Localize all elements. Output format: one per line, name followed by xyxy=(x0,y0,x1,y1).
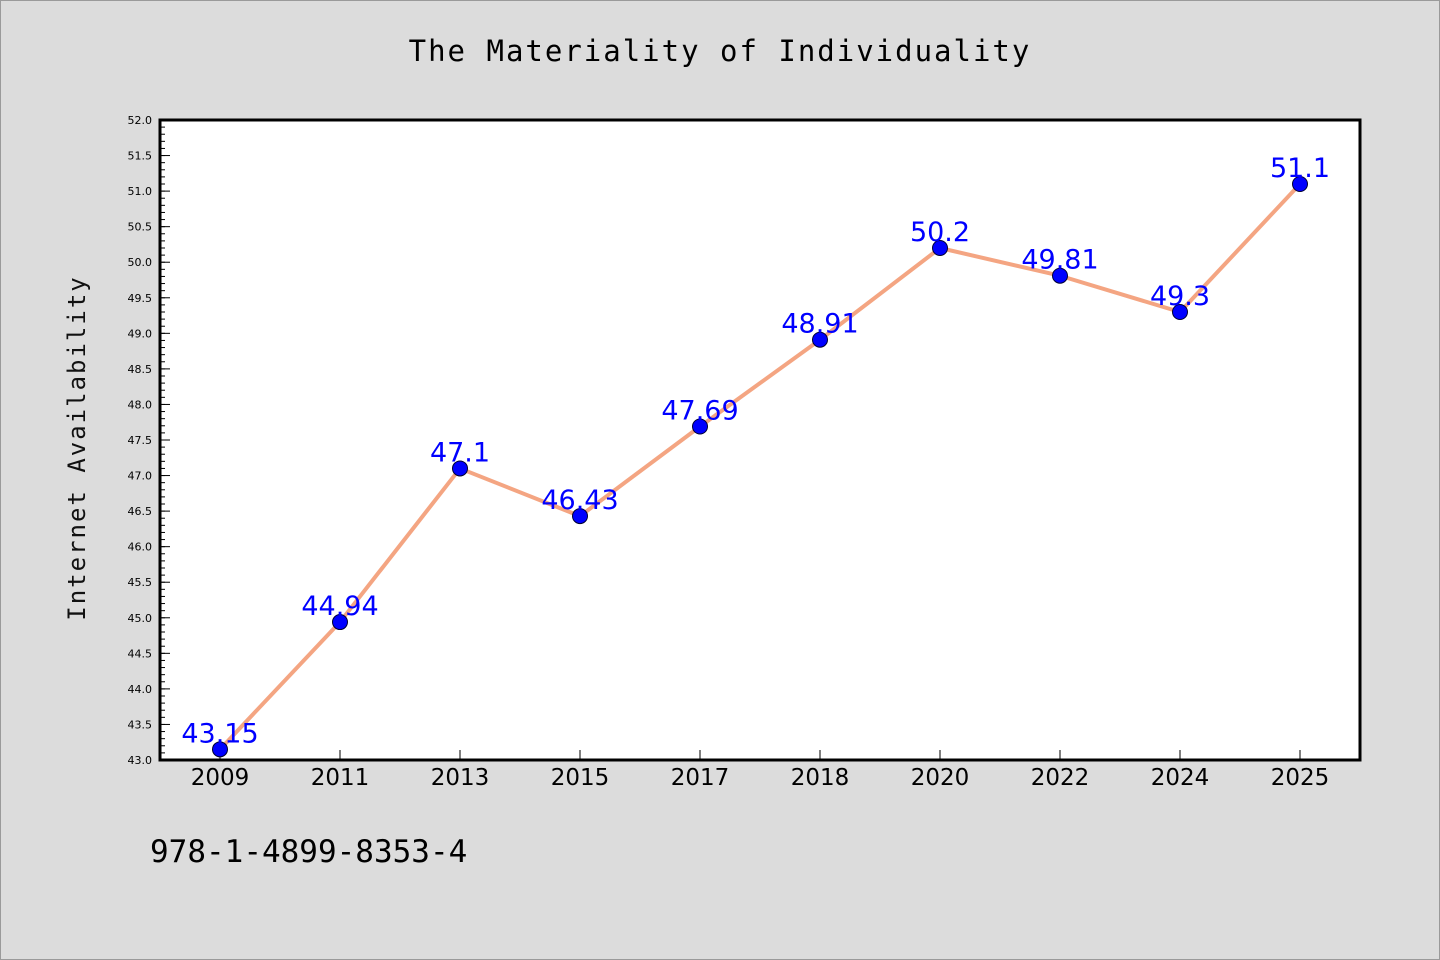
data-point xyxy=(1292,176,1308,192)
data-point xyxy=(1052,267,1068,284)
data-label: 47.1 xyxy=(430,437,490,468)
data-point xyxy=(812,331,828,348)
x-tick-label: 2017 xyxy=(671,765,730,791)
y-tick-label: 49.5 xyxy=(128,292,153,305)
series-line xyxy=(218,182,1302,751)
x-tick-label: 2011 xyxy=(311,765,370,791)
x-tick-label: 2015 xyxy=(551,765,610,791)
data-label: 49.81 xyxy=(1021,245,1098,276)
x-tick-label: 2025 xyxy=(1271,765,1330,791)
data-label: 47.69 xyxy=(661,395,738,426)
y-tick-label: 44.0 xyxy=(128,683,153,696)
plot-border xyxy=(158,118,1362,762)
x-tick-label: 2013 xyxy=(431,765,490,791)
data-label: 43.15 xyxy=(181,718,258,749)
data-label: 48.91 xyxy=(781,309,858,340)
x-tick-label: 2022 xyxy=(1031,765,1090,791)
data-label: 49.3 xyxy=(1150,281,1210,312)
y-tick-label: 43.0 xyxy=(128,754,153,767)
data-point xyxy=(692,418,708,435)
chart-title: The Materiality of Individuality xyxy=(408,34,1032,68)
data-label: 50.2 xyxy=(910,217,970,248)
x-tick-label: 2020 xyxy=(911,765,970,791)
y-tick-label: 43.5 xyxy=(128,718,153,731)
data-point xyxy=(1172,304,1188,320)
y-tick-label: 47.5 xyxy=(128,434,153,447)
y-tick-label: 45.5 xyxy=(128,576,153,589)
data-label: 46.43 xyxy=(541,485,618,516)
data-label: 44.94 xyxy=(301,591,378,622)
data-point xyxy=(452,460,468,477)
data-point xyxy=(572,508,588,525)
y-tick-label: 47.0 xyxy=(128,470,153,483)
y-tick-label: 46.5 xyxy=(128,505,153,518)
y-tick-label: 48.0 xyxy=(128,398,153,411)
y-tick-label: 50.0 xyxy=(128,256,153,269)
isbn-text: 978-1-4899-8353-4 xyxy=(150,834,468,870)
y-tick-label: 51.5 xyxy=(128,150,153,163)
data-point xyxy=(932,240,948,256)
y-tick-label: 46.0 xyxy=(128,541,153,554)
data-point xyxy=(212,741,228,758)
y-tick-label: 50.5 xyxy=(128,221,153,234)
y-tick-label: 48.5 xyxy=(128,363,153,376)
x-tick-label: 2009 xyxy=(191,765,250,791)
y-tick-label: 44.5 xyxy=(128,647,153,660)
x-tick-label: 2018 xyxy=(791,765,850,791)
data-point xyxy=(332,614,348,631)
y-tick-label: 45.0 xyxy=(128,612,153,625)
y-tick-label: 51.0 xyxy=(128,185,153,198)
y-tick-label: 49.0 xyxy=(128,327,153,340)
plot-area xyxy=(160,120,1360,760)
x-tick-label: 2024 xyxy=(1151,765,1210,791)
y-tick-label: 52.0 xyxy=(128,114,153,127)
data-label: 51.1 xyxy=(1270,153,1330,184)
